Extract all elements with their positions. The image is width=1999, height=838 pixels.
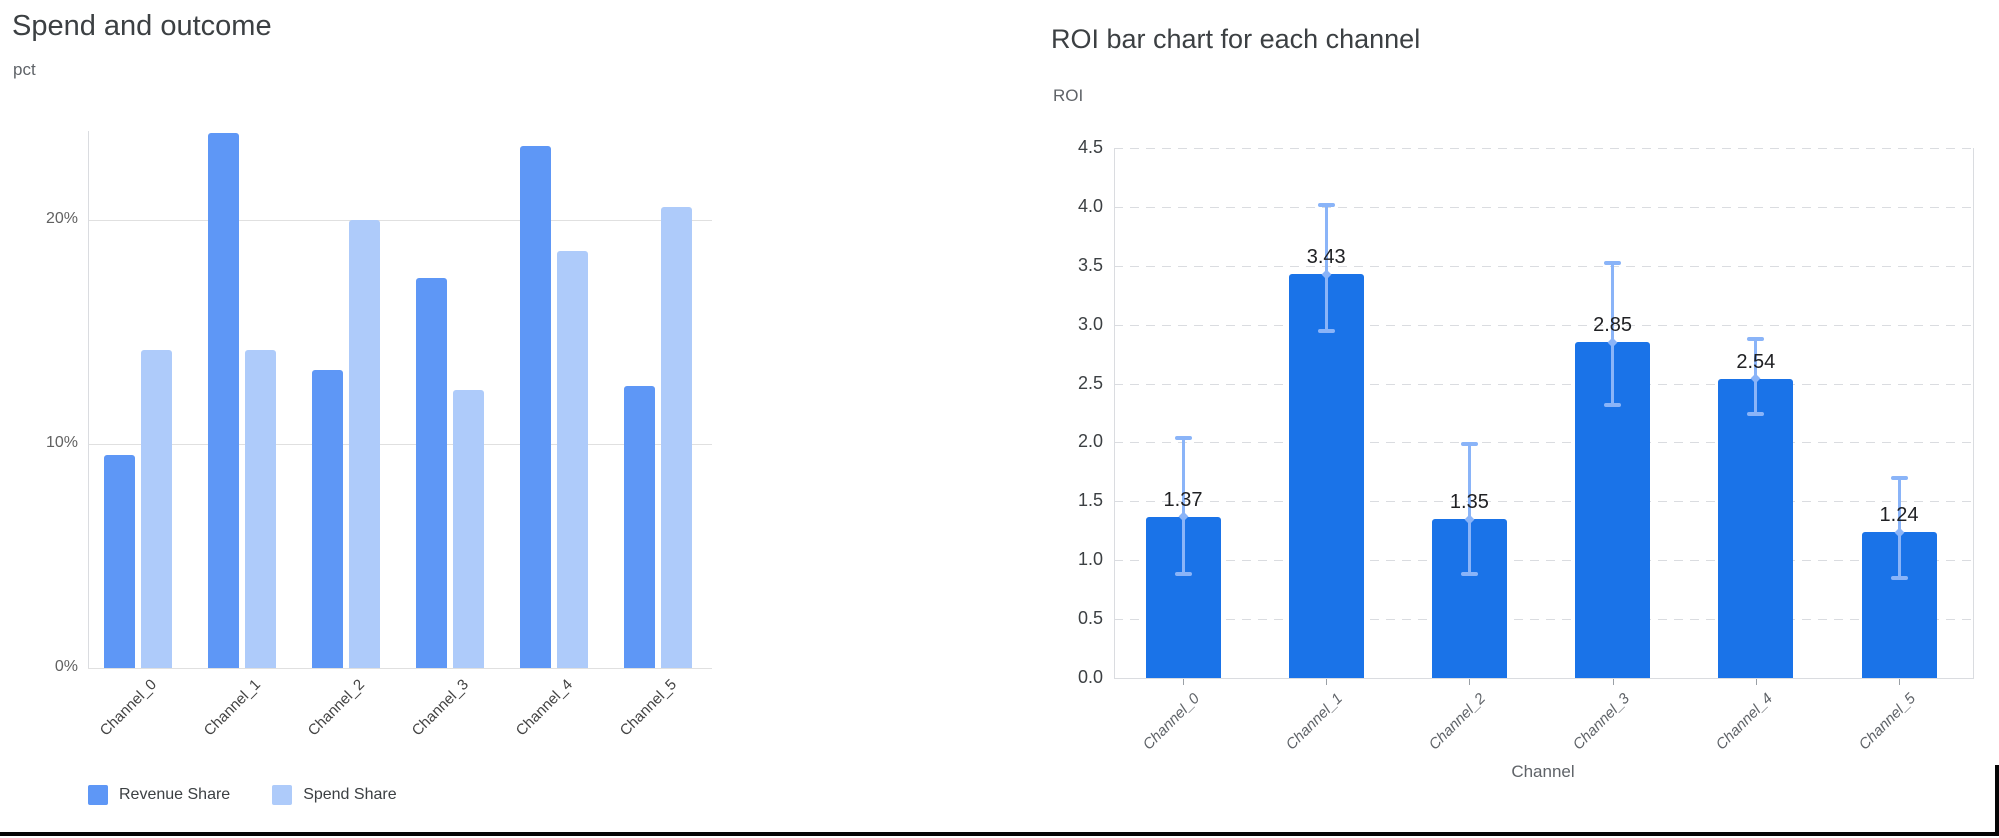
gridline-1.0	[1114, 560, 1972, 562]
y-tick-label-0%: 0%	[54, 658, 78, 675]
legend-item-spend-share: Spend Share	[272, 785, 397, 805]
error-bar-bottom-cap-channel_1	[1317, 328, 1335, 333]
plot-frame	[1114, 148, 1974, 679]
gridline-4.5	[1114, 148, 1972, 149]
y-tick-label-4.5: 4.5	[1077, 137, 1103, 157]
error-bar-channel_0	[1181, 437, 1185, 575]
error-bar-top-cap-channel_5	[1890, 475, 1908, 480]
gridline-2.0	[1114, 442, 1972, 444]
bar-revenue-share-channel_1	[208, 132, 240, 668]
bar-spend-share-channel_0	[141, 349, 173, 668]
y-tick-label-2.0: 2.0	[1077, 431, 1103, 452]
legend-label-revenue-share: Revenue Share	[119, 786, 231, 803]
legend: Revenue Share Spend Share	[88, 785, 397, 805]
legend-label-spend-share: Spend Share	[303, 786, 397, 803]
y-tick-label-2.5: 2.5	[1077, 372, 1103, 393]
x-tick-label-channel_0: Channel_0	[1139, 690, 1204, 754]
y-axis-unit-label-roi: ROI	[1053, 86, 1084, 105]
bar-spend-share-channel_1	[245, 349, 277, 668]
x-tick-mark-channel_3	[1612, 679, 1614, 685]
gridline-0%	[88, 668, 712, 669]
error-bar-bottom-cap-channel_4	[1747, 412, 1765, 417]
roi-chart-title: ROI bar chart for each channel	[1051, 24, 1421, 54]
error-bar-bottom-cap-channel_0	[1174, 572, 1192, 577]
x-tick-label-channel_5: Channel_5	[616, 676, 680, 740]
error-bar-bottom-cap-channel_2	[1460, 572, 1478, 577]
gridline-4.0	[1114, 206, 1972, 208]
bar-revenue-share-channel_4	[519, 146, 551, 668]
y-tick-label-10%: 10%	[45, 434, 78, 451]
x-tick-label-channel_0: Channel_0	[96, 676, 161, 740]
x-tick-mark-channel_5	[1899, 679, 1900, 685]
x-tick-label-channel_3: Channel_3	[1569, 690, 1633, 754]
y-tick-label-1.5: 1.5	[1077, 490, 1103, 511]
x-tick-mark-channel_4	[1755, 679, 1757, 685]
bar-roi-channel_1	[1288, 274, 1364, 678]
y-tick-label-1.0: 1.0	[1077, 549, 1103, 570]
x-tick-label-channel_4: Channel_4	[1712, 690, 1776, 754]
y-tick-label-3.5: 3.5	[1077, 254, 1103, 275]
spend-outcome-chart-title: Spend and outcome	[12, 10, 272, 42]
bar-roi-channel_4	[1718, 378, 1794, 678]
bar-spend-share-channel_5	[660, 206, 692, 668]
x-tick-label-channel_5: Channel_5	[1855, 690, 1920, 754]
bar-revenue-share-channel_3	[416, 278, 447, 668]
bar-spend-share-channel_2	[349, 220, 381, 668]
bar-value-label-channel_1: 3.43	[1306, 246, 1346, 268]
x-tick-label-channel_3: Channel_3	[408, 676, 473, 740]
right-edge-rule	[1995, 765, 1999, 836]
bar-value-label-channel_2: 1.35	[1449, 491, 1489, 513]
error-bar-top-cap-channel_4	[1747, 336, 1765, 341]
x-tick-mark-channel_0	[1183, 679, 1184, 685]
gridline-20%	[88, 220, 712, 221]
x-tick-label-channel_2: Channel_2	[304, 676, 369, 740]
y-axis-unit-label-pct: pct	[13, 60, 36, 79]
error-bar-top-cap-channel_3	[1604, 261, 1622, 266]
error-bar-top-cap-channel_1	[1317, 202, 1335, 207]
bar-revenue-share-channel_5	[623, 385, 655, 668]
bar-value-label-channel_5: 1.24	[1879, 504, 1919, 526]
x-tick-mark-channel_2	[1469, 679, 1471, 685]
y-tick-label-4.0: 4.0	[1077, 195, 1103, 216]
spend-share-swatch-icon	[272, 785, 293, 805]
bar-spend-share-channel_3	[453, 390, 484, 668]
error-bar-channel_3	[1611, 263, 1615, 405]
y-tick-label-20%: 20%	[45, 210, 78, 227]
x-tick-label-channel_1: Channel_1	[200, 676, 265, 740]
x-tick-mark-channel_1	[1326, 679, 1328, 685]
bar-value-label-channel_3: 2.85	[1593, 314, 1633, 337]
bar-spend-share-channel_4	[556, 251, 588, 668]
gridline-10%	[88, 444, 712, 445]
bar-value-label-channel_4: 2.54	[1736, 350, 1776, 373]
x-tick-label-channel_4: Channel_4	[512, 676, 576, 740]
x-tick-label-channel_2: Channel_2	[1426, 690, 1490, 754]
gridline-3.0	[1114, 324, 1972, 326]
error-bar-bottom-cap-channel_5	[1890, 575, 1908, 580]
gridline-2.5	[1114, 383, 1972, 385]
x-axis-title-channel: Channel	[1511, 762, 1575, 781]
bottom-rule	[0, 832, 1999, 836]
bar-revenue-share-channel_0	[104, 455, 136, 668]
gridline-3.5	[1114, 265, 1972, 267]
error-bar-bottom-cap-channel_3	[1604, 402, 1622, 407]
bar-revenue-share-channel_2	[312, 370, 344, 668]
error-bar-channel_1	[1324, 204, 1328, 331]
y-tick-label-3.0: 3.0	[1077, 313, 1103, 334]
error-bar-top-cap-channel_0	[1174, 435, 1192, 440]
legend-item-revenue-share: Revenue Share	[88, 785, 230, 805]
y-axis-line	[88, 131, 89, 668]
bar-value-label-channel_0: 1.37	[1163, 488, 1203, 511]
error-bar-top-cap-channel_2	[1460, 441, 1478, 446]
revenue-share-swatch-icon	[88, 785, 108, 805]
x-tick-label-channel_1: Channel_1	[1282, 690, 1347, 754]
y-tick-label-0.5: 0.5	[1077, 608, 1103, 629]
gridline-0.5	[1114, 619, 1972, 621]
error-bar-channel_2	[1467, 443, 1471, 575]
gridline-1.5	[1114, 501, 1972, 503]
y-tick-label-0.0: 0.0	[1077, 667, 1103, 687]
